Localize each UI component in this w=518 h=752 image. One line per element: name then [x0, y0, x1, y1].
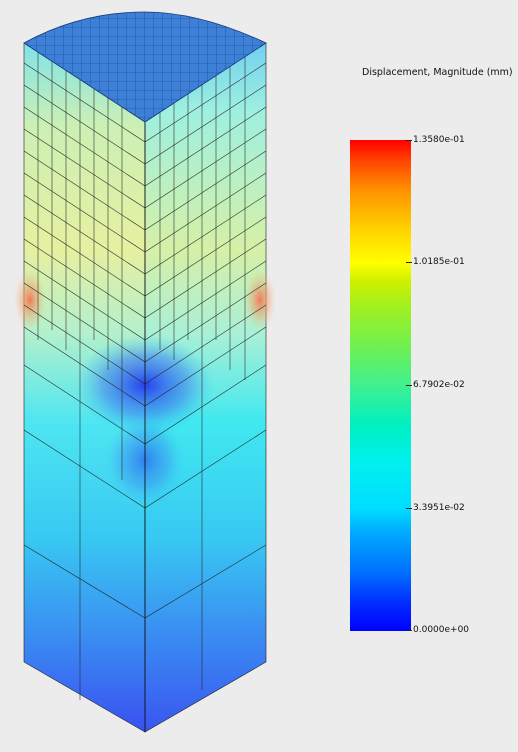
legend-tick-4: 3.3951e-02	[413, 503, 465, 513]
mesh-lines-right	[144, 57, 267, 690]
hot-spot-right	[244, 270, 276, 330]
top-face	[23, 11, 267, 123]
legend-tick-mark	[406, 630, 412, 631]
legend-tick-2: 1.0185e-01	[413, 257, 465, 267]
legend-title: Displacement, Magnitude (mm)	[362, 67, 513, 78]
legend-tick-mark	[406, 385, 412, 386]
legend-tick-3: 6.7902e-02	[413, 380, 465, 390]
legend-tick-mark	[406, 262, 412, 263]
mesh-lines-left	[23, 52, 146, 700]
legend-tick-mark	[406, 508, 412, 509]
colormap-bar	[350, 140, 411, 631]
legend-tick-min: 0.0000e+00	[413, 625, 470, 635]
legend-tick-max: 1.3580e-01	[413, 135, 465, 145]
legend-tick-mark	[406, 140, 412, 141]
hot-spot-left	[14, 270, 46, 330]
